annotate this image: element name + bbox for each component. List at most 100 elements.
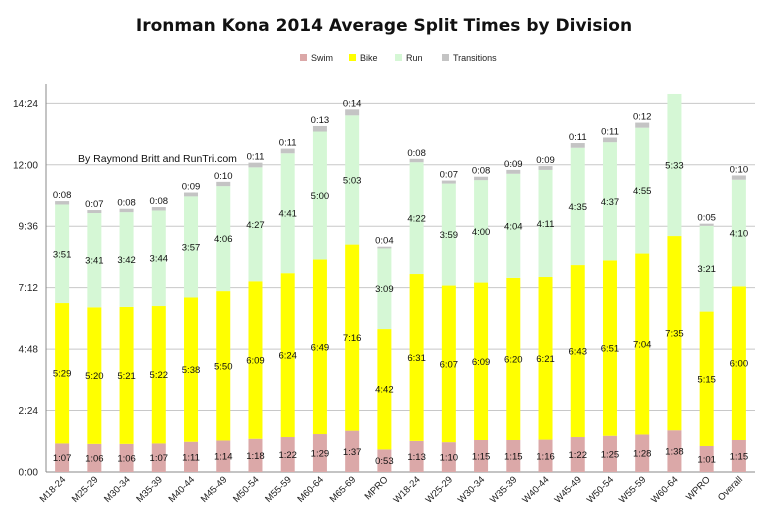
data-label-transitions: 0:08: [53, 190, 72, 201]
bar-transitions: [731, 175, 746, 180]
bar-group: 1:15 6:20 4:04 0:09: [504, 159, 523, 472]
bar-bike: [280, 273, 295, 438]
x-tick-label: MPRO: [363, 474, 391, 502]
data-label-swim: 1:06: [117, 453, 136, 464]
bar-swim: [345, 430, 360, 472]
data-label-swim: 1:07: [53, 453, 72, 464]
x-tick-label: M45-49: [199, 474, 230, 505]
bar-transitions: [184, 192, 199, 197]
bar-group: 1:10 6:07 3:59 0:07: [440, 170, 459, 472]
y-tick-label: 2:24: [19, 406, 39, 417]
data-label-transitions: 0:08: [117, 198, 136, 209]
bar-group: 1:07 5:29 3:51 0:08: [53, 190, 72, 472]
bar-transitions: [216, 181, 231, 187]
bar-transitions: [409, 158, 424, 163]
bar-bike: [474, 282, 489, 440]
x-tick-label: W30-34: [456, 474, 487, 505]
bar-run: [570, 147, 585, 266]
bar-bike: [699, 311, 714, 446]
data-label-transitions: 0:09: [536, 155, 555, 166]
bar-run: [184, 196, 199, 298]
legend-swatch-swim: [300, 54, 307, 61]
data-label-bike: 6:51: [601, 344, 620, 355]
data-label-bike: 6:43: [569, 347, 588, 358]
bar-bike: [409, 274, 424, 441]
data-label-swim: 1:22: [278, 450, 297, 461]
bar-run: [87, 213, 102, 308]
bar-bike: [55, 303, 70, 444]
data-label-transitions: 0:10: [730, 164, 749, 175]
data-label-bike: 5:22: [150, 370, 169, 381]
data-label-bike: 6:21: [536, 354, 555, 365]
y-tick-label: 4:48: [19, 345, 39, 356]
data-label-transitions: 0:05: [697, 213, 716, 224]
chart-annotation: By Raymond Britt and RunTri.com: [78, 153, 237, 165]
data-label-run: 3:42: [117, 255, 136, 266]
data-label-transitions: 0:10: [214, 171, 233, 182]
data-label-run: 4:11: [537, 219, 555, 230]
bar-bike: [602, 260, 617, 436]
bar-transitions: [345, 109, 360, 116]
legend-label-run: Run: [406, 53, 423, 63]
data-label-transitions: 0:09: [182, 182, 201, 193]
data-label-bike: 6:20: [504, 354, 523, 365]
bar-run: [731, 179, 746, 287]
data-label-run: 3:41: [85, 256, 104, 267]
bar-swim: [602, 435, 617, 472]
bar-transitions: [151, 207, 166, 211]
x-tick-label: WPRO: [684, 474, 713, 503]
data-label-bike: 4:42: [375, 385, 394, 396]
bar-group: 1:01 5:15 3:21 0:05: [697, 213, 716, 472]
data-label-swim: 1:25: [601, 449, 620, 460]
x-tick-label: W45-49: [553, 474, 584, 505]
data-label-run: 5:00: [311, 191, 330, 202]
bar-bike: [248, 281, 263, 439]
bar-run: [248, 167, 263, 282]
data-label-transitions: 0:08: [150, 196, 169, 207]
data-label-swim: 1:06: [85, 453, 104, 464]
data-label-swim: 1:38: [665, 447, 684, 458]
data-label-swim: 1:37: [343, 447, 362, 458]
data-label-swim: 1:16: [536, 451, 555, 462]
bar-transitions: [602, 137, 617, 143]
bar-group: 1:22 6:43 4:35 0:11: [569, 132, 588, 472]
bar-swim: [87, 443, 102, 472]
bar-transitions: [87, 210, 102, 214]
data-label-run: 4:00: [472, 227, 491, 238]
data-label-transitions: 0:09: [504, 159, 523, 170]
x-tick-label: M40-44: [167, 474, 198, 505]
bar-transitions: [119, 208, 134, 213]
bar-group: 1:15 6:09 4:00 0:08: [472, 166, 491, 472]
bar-run: [667, 93, 682, 237]
data-label-transitions: 0:07: [440, 170, 459, 181]
bar-swim: [312, 434, 327, 472]
data-label-run: 4:55: [633, 186, 652, 197]
bar-transitions: [248, 162, 263, 168]
bar-group: 1:22 6:24 4:41 0:11: [278, 138, 297, 472]
bar-group: 1:16 6:21 4:11 0:09: [536, 155, 555, 472]
bar-group: 0:53 4:42 3:09 0:04: [375, 236, 394, 472]
bar-bike: [216, 291, 231, 441]
bar-bike: [506, 277, 521, 440]
data-label-run: 3:44: [150, 254, 169, 265]
y-tick-label: 14:24: [13, 99, 38, 110]
chart-title: Ironman Kona 2014 Average Split Times by…: [136, 16, 632, 36]
bar-transitions: [506, 169, 521, 174]
x-tick-label: Overall: [716, 474, 745, 503]
bar-transitions: [635, 122, 650, 128]
data-label-swim: 1:01: [697, 454, 716, 465]
data-label-bike: 7:16: [343, 333, 362, 344]
bar-run: [409, 162, 424, 275]
bar-group: 1:07 5:22 3:44 0:08: [150, 196, 169, 472]
bar-run: [699, 225, 714, 312]
x-tick-label: W40-44: [520, 474, 551, 505]
bar-run: [506, 173, 521, 278]
bar-run: [312, 131, 327, 260]
data-label-transitions: 0:14: [343, 98, 362, 109]
bar-transitions: [474, 176, 489, 181]
data-label-swim: 1:15: [504, 452, 523, 463]
bar-swim: [248, 438, 263, 472]
data-label-transitions: 0:07: [85, 199, 104, 210]
data-label-run: 3:09: [375, 284, 394, 295]
